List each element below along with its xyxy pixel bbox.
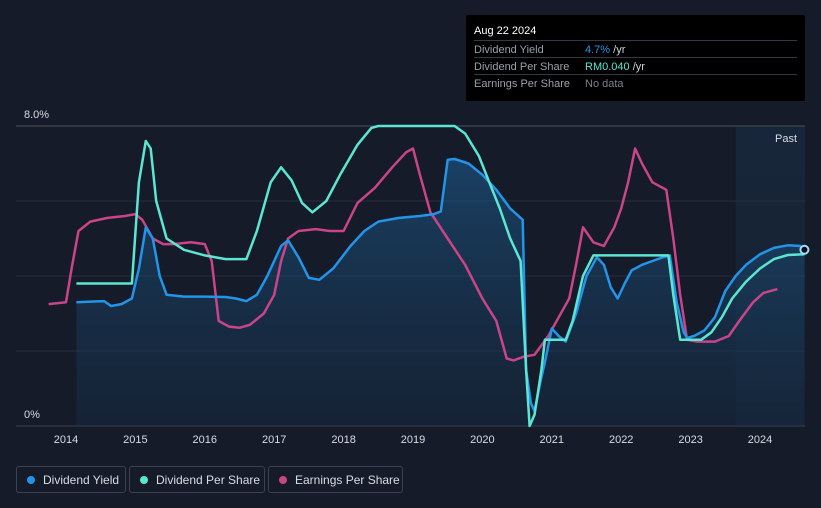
tooltip-row-dividend-yield: Dividend Yield 4.7% /yr — [474, 40, 797, 58]
dividend-yield-line — [76, 157, 806, 413]
tooltip-value: 4.7% — [585, 44, 611, 56]
legend-item-earnings-per-share[interactable]: Earnings Per Share — [268, 466, 403, 493]
legend-label: Earnings Per Share — [295, 472, 400, 487]
legend-item-dividend-yield[interactable]: Dividend Yield — [16, 466, 126, 493]
legend-label: Dividend Yield — [43, 472, 120, 487]
tooltip-label: Dividend Yield — [474, 44, 544, 56]
earnings-per-share-line — [48, 147, 778, 362]
x-tick-label: 2014 — [54, 434, 78, 446]
y-axis-top-label: 8.0% — [24, 109, 49, 121]
x-tick-label: 2017 — [262, 434, 286, 446]
tooltip-value: RM0.040 — [585, 61, 630, 73]
x-axis-ticks: 2014 2015 2016 2017 2018 2019 2020 2021 2022 2023… — [54, 434, 772, 446]
legend-item-dividend-per-share[interactable]: Dividend Per Share — [129, 466, 265, 493]
legend-dot-icon — [27, 475, 35, 484]
tooltip: Aug 22 2024 Dividend Yield 4.7% /yr Divi… — [466, 15, 805, 101]
tooltip-label: Dividend Per Share — [474, 61, 570, 73]
y-axis-bottom-label: 0% — [24, 409, 40, 421]
x-tick-label: 2018 — [331, 434, 355, 446]
tooltip-date: Aug 22 2024 — [474, 25, 537, 37]
tooltip-unit: /yr — [629, 61, 645, 73]
tooltip-label: Earnings Per Share — [474, 78, 570, 90]
legend-label: Dividend Per Share — [156, 472, 261, 487]
x-tick-label: 2024 — [748, 434, 772, 446]
dividend-yield-end-marker — [799, 244, 810, 255]
x-tick-label: 2023 — [678, 434, 702, 446]
x-tick-label: 2019 — [401, 434, 425, 446]
tooltip-value: No data — [585, 78, 624, 90]
tooltip-row-dividend-per-share: Dividend Per Share RM0.040 /yr — [474, 57, 797, 75]
tooltip-unit: /yr — [610, 44, 626, 56]
x-tick-label: 2015 — [123, 434, 147, 446]
x-tick-label: 2016 — [193, 434, 217, 446]
x-tick-label: 2022 — [609, 434, 633, 446]
tooltip-row-earnings-per-share: Earnings Per Share No data — [474, 74, 797, 92]
past-label: Past — [775, 133, 797, 145]
x-tick-label: 2020 — [470, 434, 494, 446]
x-tick-label: 2021 — [540, 434, 564, 446]
dividend-per-share-line — [76, 124, 805, 428]
dividend-yield-area — [76, 159, 805, 426]
legend-dot-icon — [140, 475, 148, 484]
legend-dot-icon — [279, 475, 287, 484]
